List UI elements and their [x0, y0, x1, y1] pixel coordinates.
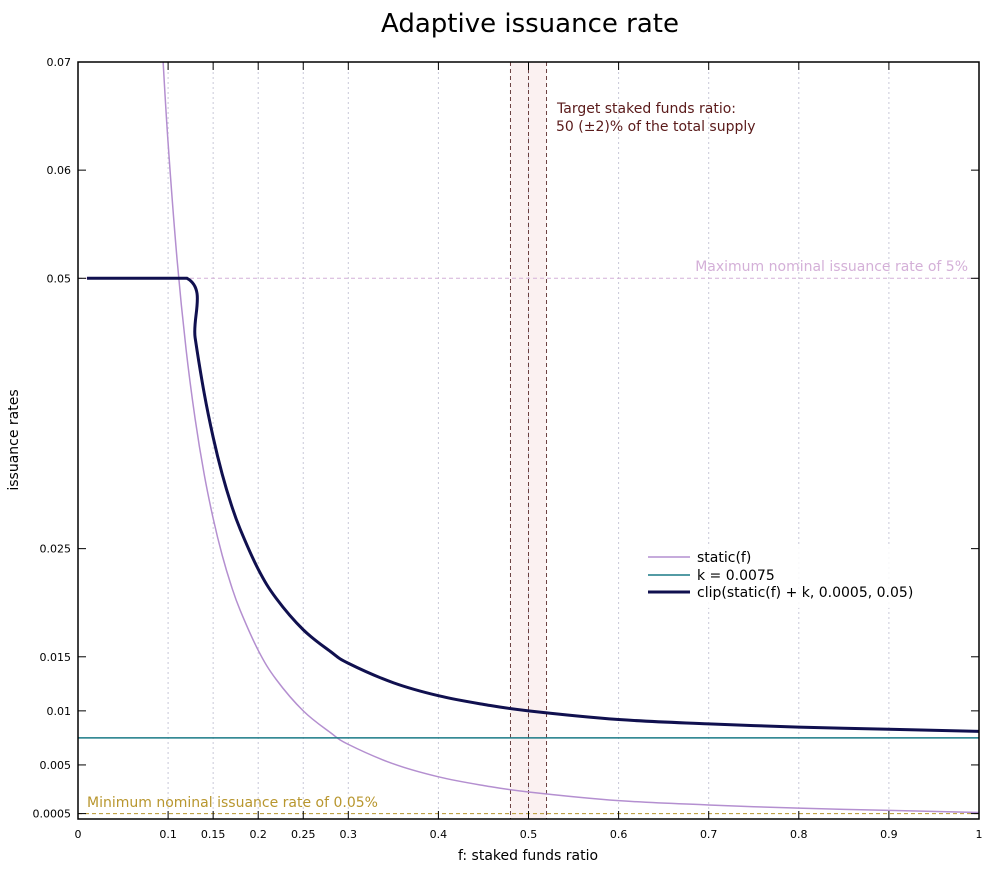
max-rate-label: Maximum nominal issuance rate of 5%: [695, 259, 968, 275]
x-tick-label: 0.7: [700, 828, 718, 841]
x-tick-label: 0.2: [249, 828, 267, 841]
y-tick-label: 0.025: [40, 543, 72, 556]
legend-label-static: static(f): [697, 550, 751, 566]
x-tick-label: 0.1: [159, 828, 177, 841]
legend-label-clip: clip(static(f) + k, 0.0005, 0.05): [697, 585, 913, 601]
x-tick-label: 0.4: [430, 828, 448, 841]
x-tick-label: 0.6: [610, 828, 628, 841]
x-tick-label: 0.9: [880, 828, 898, 841]
series-clip: [87, 276, 979, 733]
y-tick-label: 0.06: [47, 164, 72, 177]
y-tick-label: 0.005: [40, 759, 72, 772]
x-tick-label: 0.8: [790, 828, 808, 841]
y-tick-label: 0.0005: [33, 808, 72, 821]
x-tick-label: 0: [75, 828, 82, 841]
min-rate-label: Minimum nominal issuance rate of 0.05%: [87, 795, 378, 811]
x-tick-label: 0.3: [340, 828, 358, 841]
x-tick-label: 0.15: [201, 828, 226, 841]
y-tick-label: 0.07: [47, 56, 72, 69]
target-annotation-line2: 50 (±2)% of the total supply: [556, 119, 756, 135]
target-annotation-line1: Target staked funds ratio:: [556, 101, 736, 117]
y-axis-label: issuance rates: [6, 389, 22, 490]
x-tick-label: 0.5: [520, 828, 538, 841]
y-tick-label: 0.015: [40, 651, 72, 664]
legend-label-k: k = 0.0075: [697, 568, 775, 584]
y-tick-label: 0.01: [47, 705, 72, 718]
x-tick-label: 0.25: [291, 828, 316, 841]
x-tick-label: 1: [976, 828, 983, 841]
x-axis-label: f: staked funds ratio: [458, 848, 598, 864]
series-static: [162, 62, 979, 814]
y-tick-label: 0.05: [47, 272, 72, 285]
chart-title: Adaptive issuance rate: [381, 9, 679, 39]
legend: static(f) k = 0.0075 clip(static(f) + k,…: [640, 546, 930, 608]
